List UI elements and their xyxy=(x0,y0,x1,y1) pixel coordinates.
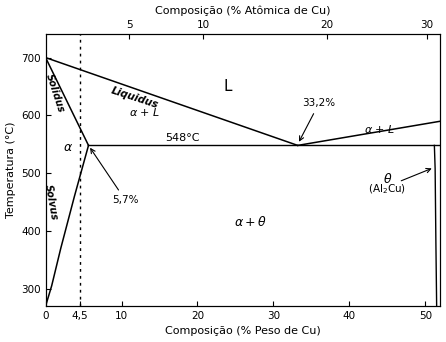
Text: $\alpha$ + L: $\alpha$ + L xyxy=(129,106,160,118)
Text: 548°C: 548°C xyxy=(165,132,199,143)
Text: 5,7%: 5,7% xyxy=(91,149,139,205)
Text: (Al$_2$Cu): (Al$_2$Cu) xyxy=(368,183,406,196)
Text: Solidus: Solidus xyxy=(44,73,66,114)
X-axis label: Composição (% Peso de Cu): Composição (% Peso de Cu) xyxy=(165,327,321,337)
Text: $\alpha$: $\alpha$ xyxy=(63,141,74,154)
Text: $\theta$: $\theta$ xyxy=(384,172,393,186)
Text: $\alpha$ + L: $\alpha$ + L xyxy=(364,123,395,135)
Text: 33,2%: 33,2% xyxy=(300,98,335,141)
Text: Solvus: Solvus xyxy=(43,183,59,221)
X-axis label: Composição (% Atômica de Cu): Composição (% Atômica de Cu) xyxy=(155,5,331,16)
Y-axis label: Temperatura (°C): Temperatura (°C) xyxy=(5,122,16,219)
Text: $\alpha + \theta$: $\alpha + \theta$ xyxy=(234,215,267,229)
Text: L: L xyxy=(223,79,232,94)
Text: Liquidus: Liquidus xyxy=(110,85,160,110)
